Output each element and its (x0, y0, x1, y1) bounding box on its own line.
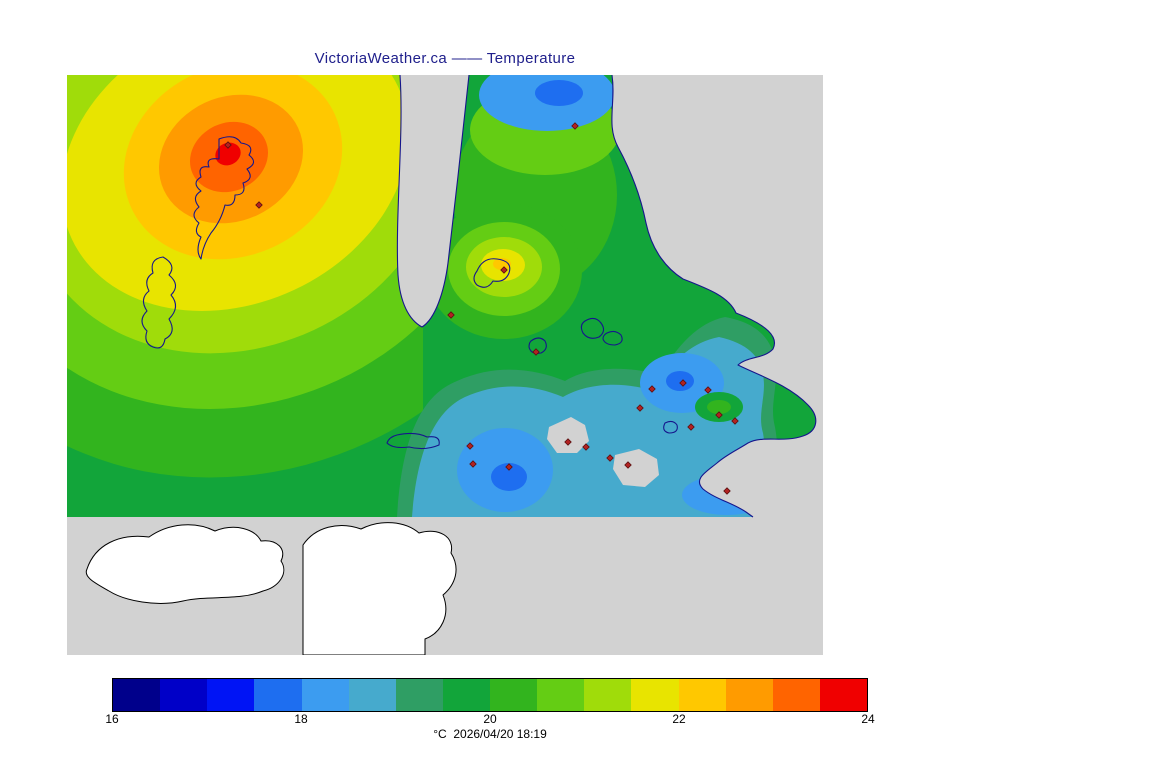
stations-layer (224, 122, 739, 495)
station-marker (704, 386, 712, 394)
colorbar-ticks: 16 18 20 22 24 (105, 712, 874, 727)
colorbar-segment (678, 679, 726, 711)
coastline (602, 330, 623, 346)
colorbar-segment (442, 679, 490, 711)
station-marker (447, 311, 455, 319)
map-title: VictoriaWeather.ca —— Temperature (314, 50, 576, 67)
cool-pocket-north-tip (479, 75, 615, 131)
contour-ring (215, 142, 241, 166)
station-marker (679, 379, 687, 387)
contour-area (707, 400, 731, 414)
contour-area (666, 371, 694, 391)
station-marker (466, 442, 474, 450)
warm-pocket-island (695, 392, 743, 422)
inlet-mask (613, 449, 659, 487)
colorbar-segment (113, 679, 161, 711)
colorbar-segment (631, 679, 679, 711)
station-marker (687, 423, 695, 431)
station-marker (715, 411, 723, 419)
colorbar-tick-label: 18 (294, 712, 308, 726)
colorbar-tick-label: 22 (672, 712, 686, 726)
warm-bullseye (67, 75, 423, 478)
colorbar-segment (772, 679, 820, 711)
station-marker (224, 141, 232, 149)
colorbar-segment (819, 679, 867, 711)
coastline (663, 420, 678, 434)
station-marker (582, 443, 590, 451)
coastline (386, 432, 440, 450)
landmass (85, 524, 285, 604)
colorbar-segment (160, 679, 208, 711)
coastline (193, 136, 255, 260)
colorbar-segment (584, 679, 632, 711)
land-layer (85, 522, 457, 655)
colorbar-segment (348, 679, 396, 711)
colorbar-segment (395, 679, 443, 711)
colorbar-segment (725, 679, 773, 711)
station-marker (624, 461, 632, 469)
station-marker (255, 201, 263, 209)
cool-pocket-south (457, 428, 553, 512)
colorbar-segment (301, 679, 349, 711)
contour-area (491, 463, 527, 491)
station-marker (723, 487, 731, 495)
inlet-mask (547, 417, 589, 453)
station-marker (532, 348, 540, 356)
temperature-map (67, 75, 823, 655)
colorbar-segment (490, 679, 538, 711)
station-marker (636, 404, 644, 412)
colorbar-segment (254, 679, 302, 711)
colorbar (112, 678, 868, 712)
coastline (396, 75, 470, 328)
coastline (473, 258, 511, 288)
temperature-field (67, 75, 816, 517)
colorbar-tick-label: 16 (105, 712, 119, 726)
colorbar-tick-label: 24 (861, 712, 875, 726)
station-marker (500, 266, 508, 274)
colorbar-tick-label: 20 (483, 712, 497, 726)
coastline (611, 75, 817, 518)
coastline (528, 337, 547, 354)
station-marker (731, 417, 739, 425)
coastline-layer (141, 75, 817, 518)
contour-ring (493, 258, 511, 270)
station-marker (571, 122, 579, 130)
contour-area (535, 80, 583, 106)
coastline (141, 256, 177, 349)
station-marker (505, 463, 513, 471)
station-marker (564, 438, 572, 446)
map-canvas (67, 75, 823, 655)
landmass (302, 522, 457, 655)
timestamp-caption: °C 2026/04/20 18:19 (433, 727, 547, 741)
station-marker (606, 454, 614, 462)
colorbar-segment (537, 679, 585, 711)
colorbar-segment (207, 679, 255, 711)
station-marker (648, 385, 656, 393)
coastline (580, 317, 605, 339)
station-marker (469, 460, 477, 468)
